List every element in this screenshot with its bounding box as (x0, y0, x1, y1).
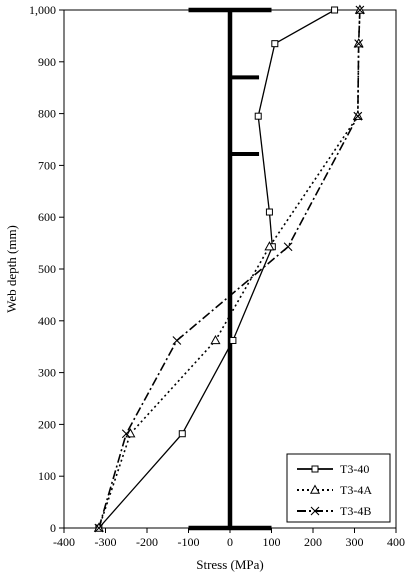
data-point-t3-40 (229, 336, 237, 344)
x-tick-label: -100 (178, 535, 200, 549)
y-tick-label: 300 (38, 366, 56, 380)
x-tick-label: 300 (346, 535, 364, 549)
x-tick-label: 100 (263, 535, 281, 549)
x-tick-label: 400 (387, 535, 405, 549)
x-ticks: -400 -300 -200 -100 0 100 200 300 400 (53, 528, 405, 549)
x-axis-title: Stress (MPa) (196, 557, 264, 572)
data-point-t3-4b (353, 111, 363, 121)
legend-label-t3-40: T3-40 (340, 462, 369, 476)
y-tick-label: 400 (38, 314, 56, 328)
data-point-t3-4b (354, 39, 364, 49)
legend-label-t3-4a: T3-4A (340, 483, 372, 497)
x-tick-label: -200 (136, 535, 158, 549)
girder-section (188, 7, 272, 531)
y-tick-label: 1,000 (29, 3, 56, 17)
data-point-t3-4a (264, 241, 275, 251)
data-point-t3-40 (178, 430, 186, 438)
data-point-t3-4a (210, 334, 221, 345)
y-tick-label: 700 (38, 158, 56, 172)
y-tick-label: 500 (38, 262, 56, 276)
data-point-t3-4b (121, 429, 131, 439)
marker-layer (93, 4, 365, 533)
data-point-t3-4b (172, 336, 182, 345)
x-tick-label: 200 (304, 535, 322, 549)
y-tick-label: 600 (38, 210, 56, 224)
y-ticks: 0 100 200 300 400 500 600 700 800 900 1,000 (29, 3, 64, 535)
y-axis-title: Web depth (mm) (4, 225, 19, 313)
y-tick-label: 100 (38, 469, 56, 483)
y-tick-label: 800 (38, 107, 56, 121)
data-point-t3-40 (331, 6, 339, 14)
legend-label-t3-4b: T3-4B (340, 504, 371, 518)
x-tick-label: 0 (227, 535, 233, 549)
legend-marker-t3-4a (309, 484, 321, 494)
data-point-t3-4b (355, 5, 365, 15)
y-tick-label: 0 (50, 521, 56, 535)
y-tick-label: 900 (38, 55, 56, 69)
data-point-t3-40 (254, 112, 262, 120)
x-tick-label: -400 (53, 535, 75, 549)
data-point-t3-4b (94, 523, 104, 533)
legend-marker-t3-40 (311, 465, 319, 473)
data-point-t3-40 (265, 208, 273, 216)
data-point-t3-4b (283, 242, 293, 252)
data-point-t3-40 (271, 40, 279, 48)
series-line-t3-40 (98, 10, 335, 528)
y-tick-label: 200 (38, 417, 56, 431)
legend-marker-t3-4b (310, 506, 320, 516)
legend: T3-40 T3-4A T3-4B (286, 453, 391, 523)
x-tick-label: -300 (95, 535, 117, 549)
